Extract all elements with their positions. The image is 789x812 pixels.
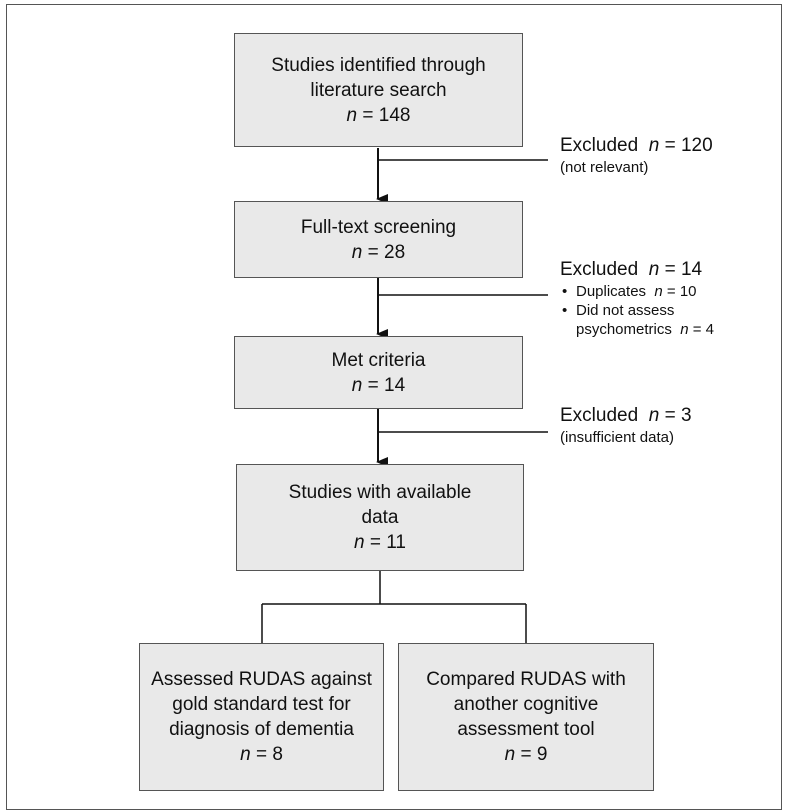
box-gold-line-3: diagnosis of dementia [169,719,354,740]
box-fulltext-count: n = 28 [351,241,406,263]
box-criteria-line-1: Met criteria [331,349,426,371]
box-studies-identified: Studies identified through literature se… [234,33,523,147]
exclusion-insufficient-data: Excluded n = 3 (insufficient data) [560,404,692,448]
box-criteria-count: n = 14 [351,374,406,396]
box-available-line-1: Studies with available [288,482,472,503]
box-gold-count: n = 8 [240,744,283,765]
box-identified-count: n = 148 [346,104,411,126]
box-assessed-gold-standard: Assessed RUDAS against gold standard tes… [139,643,384,791]
exclusion-3-note: (insufficient data) [560,429,674,446]
box-identified-line-2: literature search [310,79,447,101]
exclusion-2-list: Duplicates n = 10 Did not assesspsychome… [560,282,714,339]
exclusion-not-relevant: Excluded n = 120 (not relevant) [560,134,713,178]
box-compared-line-3: assessment tool [457,719,595,740]
box-compared-line-2: another cognitive [453,694,599,715]
exclusion-duplicates-psychometrics: Excluded n = 14 Duplicates n = 10 Did no… [560,258,714,339]
box-compared-line-1: Compared RUDAS with [426,669,626,690]
exclusion-1-heading: Excluded n = 120 [560,135,713,156]
box-identified-line-1: Studies identified through [271,54,486,76]
box-gold-line-1: Assessed RUDAS against [151,669,372,690]
box-available-count: n = 11 [354,532,406,553]
box-studies-available-data: Studies with available data n = 11 [236,464,524,571]
exclusion-2-item-duplicates: Duplicates n = 10 [560,282,714,301]
exclusion-3-heading: Excluded n = 3 [560,405,692,426]
box-compared-another-tool: Compared RUDAS with another cognitive as… [398,643,654,791]
box-compared-count: n = 9 [504,744,548,765]
box-full-text-screening: Full-text screening n = 28 [234,201,523,278]
box-met-criteria: Met criteria n = 14 [234,336,523,409]
box-available-line-2: data [361,507,399,528]
figure-frame [6,4,782,810]
exclusion-1-note: (not relevant) [560,159,649,176]
exclusion-2-heading: Excluded n = 14 [560,259,703,280]
box-fulltext-line-1: Full-text screening [300,216,457,238]
box-gold-line-2: gold standard test for [172,694,351,715]
